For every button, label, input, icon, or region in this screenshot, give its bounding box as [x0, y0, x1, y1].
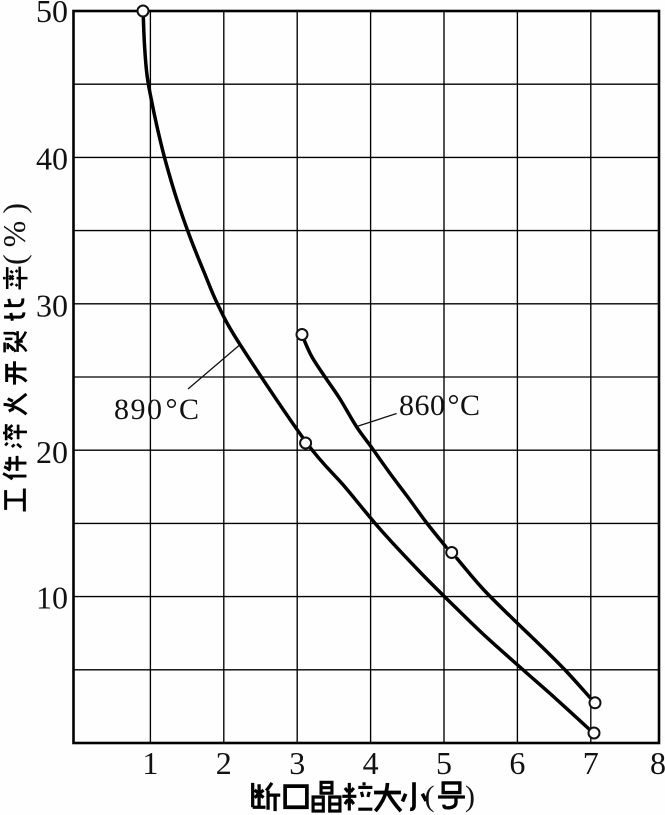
svg-text:860°C: 860°C — [399, 389, 481, 422]
svg-text:10: 10 — [36, 580, 68, 616]
svg-text:7: 7 — [583, 745, 599, 781]
svg-text:6: 6 — [509, 745, 525, 781]
svg-text:8: 8 — [650, 745, 665, 781]
svg-text:890°C: 890°C — [114, 393, 201, 426]
svg-text:(: ( — [425, 780, 435, 813]
svg-text:): ) — [465, 780, 475, 813]
svg-text:3: 3 — [289, 745, 305, 781]
svg-text:5: 5 — [436, 745, 452, 781]
svg-text:20: 20 — [36, 434, 68, 470]
svg-text:40: 40 — [36, 141, 68, 177]
svg-text:1: 1 — [142, 745, 158, 781]
svg-text:(%): (%) — [0, 196, 32, 265]
svg-text:30: 30 — [36, 287, 68, 323]
svg-text:50: 50 — [36, 0, 68, 29]
svg-text:2: 2 — [216, 745, 232, 781]
svg-text:4: 4 — [363, 745, 379, 781]
